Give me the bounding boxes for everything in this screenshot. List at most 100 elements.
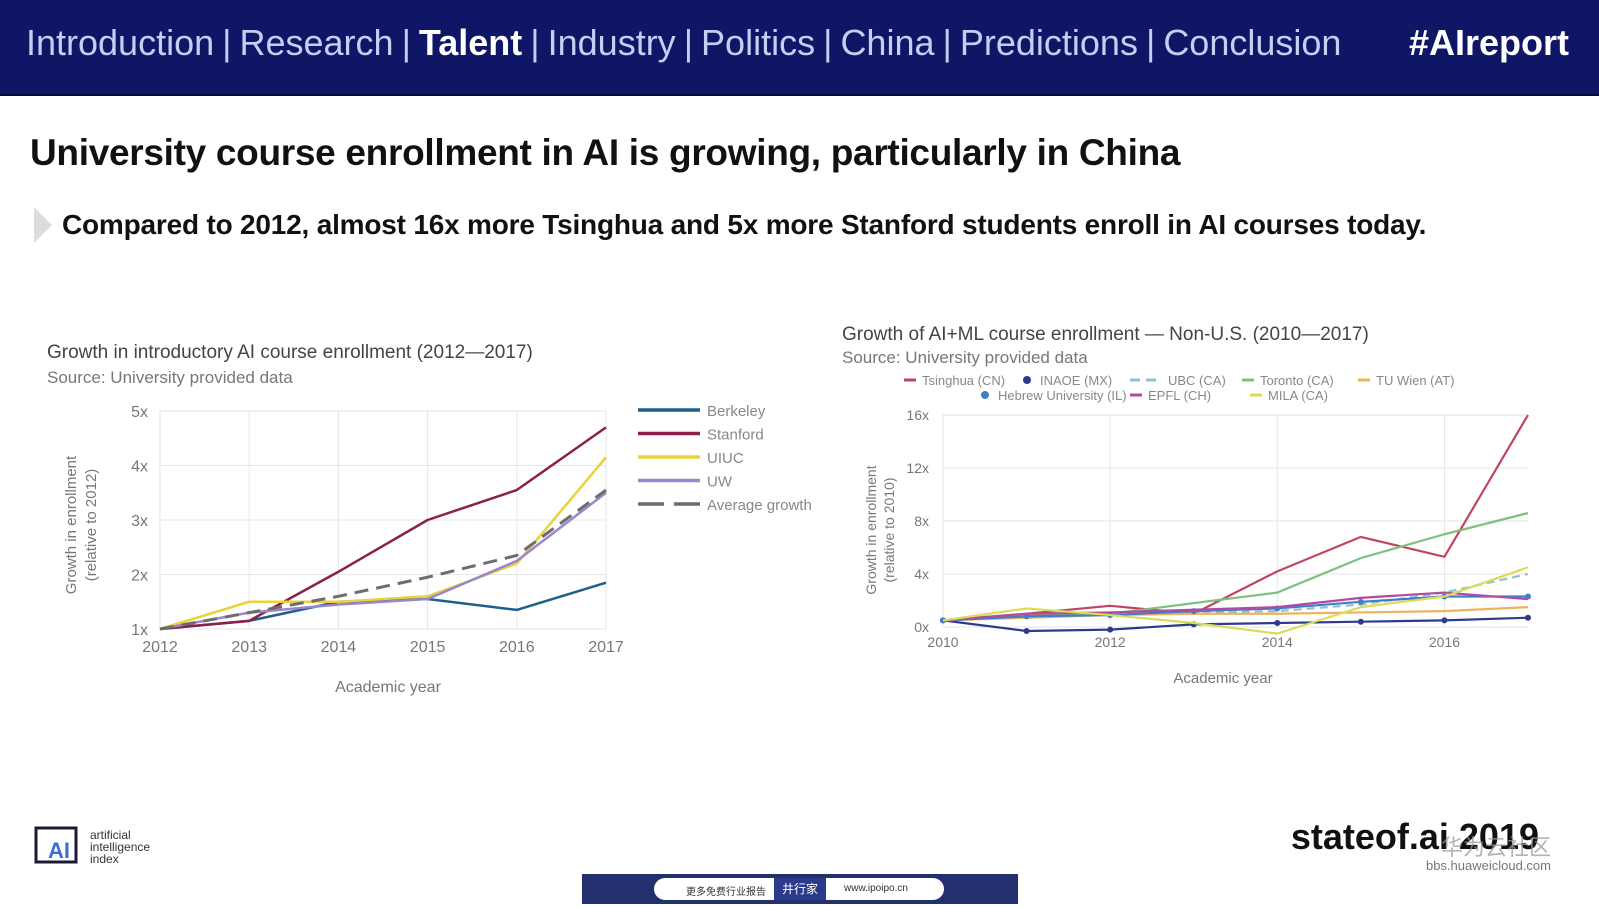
left-x-tick-label: 2012 [142,639,178,656]
left-y-axis-label: Growth in enrollment [63,455,80,594]
nav-industry[interactable]: Industry [547,22,676,63]
nav-separator: | [222,22,232,63]
right-chart-title: Growth of AI+ML course enrollment — Non-… [842,324,1369,345]
watermark-url: bbs.huaweicloud.com [1425,858,1551,873]
left-y-tick-label: 4x [131,459,148,476]
right-y-tick-label: 8x [914,513,929,529]
right-legend-label: Toronto (CA) [1260,373,1334,388]
right-series-line-tu-wien-at [942,606,1529,622]
right-legend-label: EPFL (CH) [1148,388,1211,403]
right-legend-label: Hebrew University (IL) [998,388,1127,403]
nav-predictions[interactable]: Predictions [959,22,1138,63]
right-y-tick-label: 12x [906,460,929,476]
left-x-tick-label: 2017 [588,639,624,656]
left-legend-label: Stanford [707,427,764,444]
left-y-tick-label: 3x [131,513,148,530]
right-x-tick-label: 2010 [927,634,958,650]
nav-china[interactable]: China [840,22,935,63]
right-x-ticks: 2010 2012 2014 2016 [927,634,1460,650]
logo-text-line: index [90,852,119,866]
banner-pill: 更多免费行业报告 井行家 www.ipoipo.cn [654,878,944,900]
right-legend-label: INAOE (MX) [1040,373,1112,388]
hashtag: #AIreport [1408,22,1569,63]
nav-separator: | [401,22,411,63]
right-y-tick-label: 0x [914,619,929,635]
right-y-axis-label-sub: (relative to 2010) [881,477,897,582]
right-y-axis-label: Growth in enrollment [863,465,879,594]
logo-text-line: intelligence [90,840,151,854]
right-legend-label: Tsinghua (CN) [922,373,1005,388]
right-legend-label: MILA (CA) [1268,388,1328,403]
left-chart-title: Growth in introductory AI course enrollm… [47,342,533,363]
slide-title: University course enrollment in AI is gr… [30,132,1181,173]
right-legend-swatch [981,391,989,399]
ai-index-logo-icon: AI [34,826,78,864]
right-point-inaoe-mx [1525,614,1531,621]
left-chart-source: Source: University provided data [47,368,293,387]
right-series-lines [940,414,1531,635]
right-series-line-inaoe-mx [942,616,1529,633]
bottom-banner[interactable]: 更多免费行业报告 井行家 www.ipoipo.cn [582,874,1018,904]
left-y-axis-label-sub: (relative to 2012) [83,469,100,582]
banner-url: www.ipoipo.cn [844,883,908,894]
bullet-arrow-icon [34,207,52,243]
left-chart-grid [159,410,607,630]
left-x-tick-label: 2014 [321,639,357,656]
right-series-line-tsinghua-cn [942,414,1529,622]
brand-label: stateof.ai 2019 [1290,816,1539,857]
nav-separator: | [823,22,833,63]
nav-separator: | [942,22,952,63]
left-x-ticks: 2012 2013 2014 2015 2016 2017 [142,639,624,656]
left-y-tick-label: 5x [131,404,148,421]
right-chart-source: Source: University provided data [842,348,1088,367]
left-legend-label: Average growth [707,497,812,514]
left-x-tick-label: 2015 [410,639,446,656]
nav-separator: | [683,22,694,63]
left-line-chart: 1x 2x 3x 4x 5x 2012 2013 2014 2015 2016 2017 Berk… [63,403,812,696]
left-legend: Berkeley Stanford UIUC UW Average growth [638,403,812,514]
top-nav-bar: Introduction | Research | Talent | Industry | Po… [0,0,1599,96]
right-y-tick-label: 16x [906,407,929,423]
left-series-line-average-growth [159,488,607,631]
right-chart-grid [942,414,1528,628]
right-y-tick-label: 4x [914,566,929,582]
right-point-inaoe-mx [1023,627,1030,634]
nav-introduction[interactable]: Introduction [26,22,215,63]
left-y-tick-label: 2x [131,568,148,585]
right-series-line-epfl-ch [942,591,1529,622]
nav-conclusion[interactable]: Conclusion [1163,22,1342,63]
right-x-tick-label: 2014 [1262,634,1293,650]
right-point-inaoe-mx [1274,620,1281,627]
left-x-axis-label: Academic year [335,679,441,696]
right-point-hebrew-university-il [1357,598,1364,605]
left-x-tick-label: 2013 [231,639,267,656]
slide-subtitle: Compared to 2012, almost 16x more Tsingh… [62,209,1427,240]
nav-separator: | [1145,22,1156,63]
banner-mid-text: 井行家 [774,878,827,900]
nav-separator: | [530,22,540,63]
watermark: 华为云社区 [1440,835,1551,860]
left-series-line-stanford [159,426,607,631]
logo-text-line: artificial [90,828,131,842]
logo-text: artificial intelligence index [90,829,150,865]
right-x-tick-label: 2012 [1095,634,1126,650]
right-point-inaoe-mx [1357,618,1364,625]
right-x-tick-label: 2016 [1429,634,1460,650]
right-x-axis-label: Academic year [1173,670,1272,687]
logo-letters: AI [48,838,70,863]
nav-research[interactable]: Research [239,22,394,63]
right-point-inaoe-mx [1441,617,1448,624]
nav-politics[interactable]: Politics [701,22,816,63]
right-series-line-toronto-ca [942,511,1529,622]
left-legend-label: UIUC [707,450,744,467]
left-legend-label: UW [707,474,733,491]
left-y-ticks: 1x 2x 3x 4x 5x [131,404,148,639]
banner-left-text: 更多免费行业报告 [686,887,766,898]
left-series-lines [159,426,607,631]
nav-talent[interactable]: Talent [418,22,523,63]
left-y-tick-label: 1x [131,622,148,639]
section-nav: Introduction | Research | Talent | Industry | Po… [26,22,1341,64]
right-legend-label: UBC (CA) [1168,373,1226,388]
left-legend-label: Berkeley [707,403,766,420]
right-legend: Tsinghua (CN) INAOE (MX) UBC (CA) Toronto (… [904,373,1454,403]
